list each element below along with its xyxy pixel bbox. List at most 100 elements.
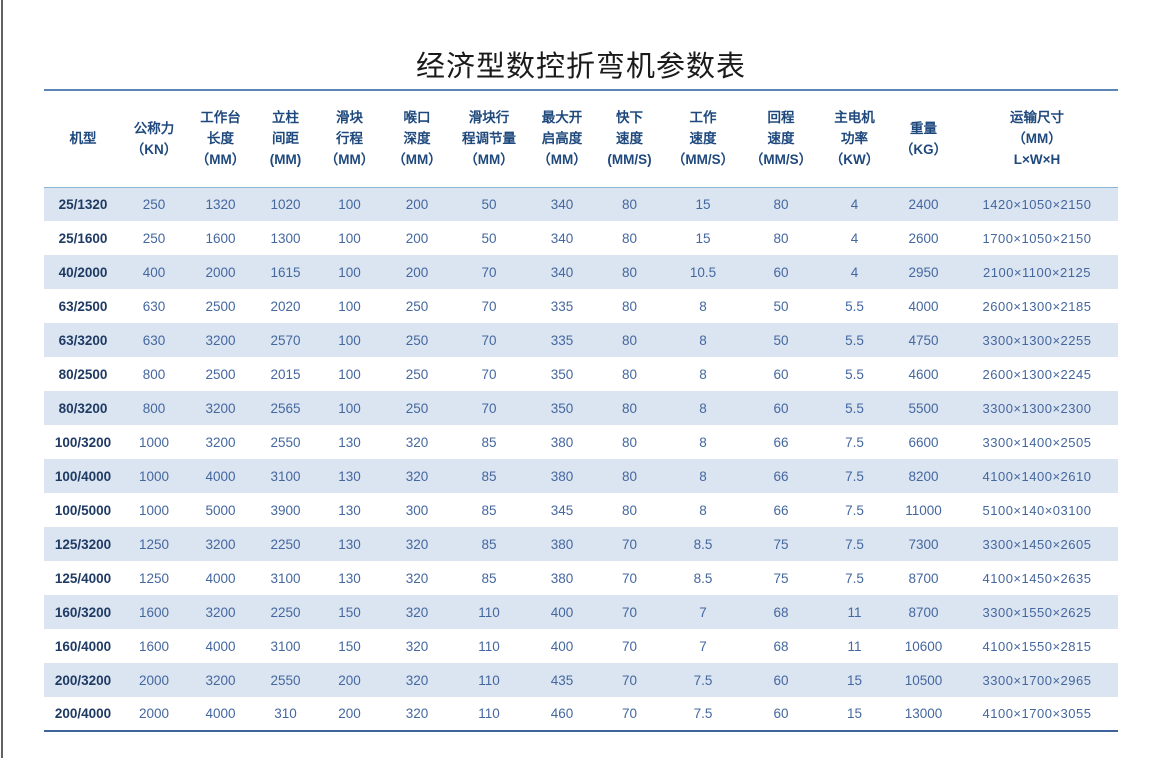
value-cell: 8 [699, 298, 707, 314]
column-header-transport-size: 运输尺寸 （MM） L×W×H [956, 90, 1118, 188]
header-line: 运输尺寸 [1010, 110, 1064, 126]
value-cell: 15 [846, 706, 863, 721]
value-cell: 60 [773, 672, 789, 688]
value-cell: 320 [405, 570, 429, 586]
value-cell: 11000 [905, 502, 942, 518]
value-cell: 400 [550, 604, 574, 620]
value-cell: 200 [405, 264, 429, 280]
value-cell: 1600 [138, 604, 170, 620]
value-cell: 80 [621, 196, 638, 212]
table-row: 100/3200 1000 3200 2550 130 320 85 380 80 8 66 7.5 6… [44, 425, 1118, 459]
value-cell: 335 [550, 332, 574, 348]
value-cell: 250 [405, 332, 429, 348]
column-header-throat-depth: 喉口 深度 （MM） [383, 90, 451, 188]
table-row: 63/3200 630 3200 2570 100 250 70 335 80 8 50 5.5 475… [44, 323, 1118, 357]
header-line: (MM) [269, 152, 302, 168]
header-line: （MM） [464, 152, 514, 168]
value-cell: 80 [621, 502, 638, 518]
value-cell: 60 [773, 706, 789, 721]
column-header-motor-power: 主电机 功率 （KW） [818, 90, 891, 188]
header-line: L×W×H [1013, 152, 1061, 168]
header-line: 喉口 [403, 110, 431, 126]
value-cell: 4600 [908, 366, 939, 382]
header-line: 功率 [841, 131, 868, 147]
column-header-max-open-height: 最大开 启高度 （MM） [527, 90, 597, 188]
page-title: 经济型数控折弯机参数表 [415, 51, 746, 83]
value-cell: 8 [699, 468, 707, 484]
header-line: 工作台 [200, 110, 241, 126]
table-row: 25/1600 250 1600 1300 100 200 50 340 80 15 80 4 2600… [44, 221, 1118, 255]
model-cell: 160/4000 [54, 638, 112, 654]
transport-size-cell: 4100×1550×2815 [982, 638, 1092, 654]
value-cell: 1020 [270, 196, 301, 212]
transport-size-cell: 1700×1050×2150 [982, 230, 1092, 246]
value-cell: 10600 [904, 638, 943, 654]
value-cell: 7.5 [845, 468, 864, 484]
value-cell: 8 [699, 332, 707, 348]
model-cell: 125/4000 [54, 570, 112, 586]
value-cell: 250 [142, 230, 166, 246]
value-cell: 80 [621, 400, 638, 416]
header-line: 行程 [336, 131, 363, 147]
value-cell: 380 [550, 570, 574, 586]
value-cell: 320 [405, 706, 429, 721]
value-cell: 1000 [138, 502, 170, 518]
value-cell: 250 [142, 196, 166, 212]
value-cell: 10500 [904, 672, 943, 688]
value-cell: 110 [478, 604, 500, 620]
value-cell: 70 [481, 366, 497, 382]
column-header-nominal-force: 公称力 （KN） [122, 90, 186, 188]
value-cell: 1000 [138, 434, 170, 450]
header-line: （KG） [899, 141, 948, 157]
value-cell: 460 [550, 706, 574, 721]
value-cell: 80 [621, 468, 638, 484]
value-cell: 2550 [270, 434, 301, 450]
table-row: 80/2500 800 2500 2015 100 250 70 350 80 8 60 5.5 460… [44, 357, 1118, 391]
table-row: 200/4000 2000 4000 310 200 320 110 460 70 7.5 60 15… [44, 697, 1118, 731]
header-line: 快下 [616, 110, 643, 126]
value-cell: 2250 [270, 604, 301, 620]
transport-size-cell: 3300×1550×2625 [982, 604, 1092, 620]
value-cell: 80 [621, 434, 638, 450]
value-cell: 50 [481, 230, 497, 246]
value-cell: 100 [338, 264, 361, 280]
value-cell: 60 [773, 400, 789, 416]
header-line: 立柱 [272, 110, 299, 126]
model-cell: 100/3200 [54, 434, 112, 450]
value-cell: 2500 [205, 298, 236, 314]
value-cell: 70 [621, 604, 638, 620]
value-cell: 1320 [205, 196, 236, 212]
value-cell: 2250 [270, 536, 301, 552]
value-cell: 800 [142, 400, 166, 416]
header-line: 启高度 [541, 131, 583, 147]
value-cell: 60 [773, 366, 789, 382]
value-cell: 70 [621, 672, 638, 688]
header-line: （MM/S） [671, 152, 735, 168]
value-cell: 340 [550, 196, 574, 212]
column-header-weight: 重量 （KG） [891, 90, 956, 188]
value-cell: 345 [550, 502, 574, 518]
transport-size-cell: 4100×1400×2610 [982, 468, 1092, 484]
table-row: 200/3200 2000 3200 2550 200 320 110 435 70 7.5 60 1… [44, 663, 1118, 697]
value-cell: 300 [405, 502, 429, 518]
value-cell: 50 [481, 196, 497, 212]
value-cell: 85 [481, 434, 497, 450]
value-cell: 200 [405, 230, 429, 246]
value-cell: 2000 [138, 706, 170, 721]
value-cell: 8700 [908, 570, 939, 586]
value-cell: 200 [338, 706, 361, 721]
value-cell: 60 [773, 264, 789, 280]
value-cell: 1250 [138, 570, 170, 586]
value-cell: 2600 [908, 230, 939, 246]
value-cell: 5500 [908, 400, 939, 416]
header-line: 工作 [689, 110, 717, 126]
value-cell: 70 [621, 536, 638, 552]
value-cell: 66 [773, 502, 789, 518]
value-cell: 70 [481, 332, 497, 348]
value-cell: 6600 [908, 434, 939, 450]
value-cell: 70 [621, 638, 638, 654]
value-cell: 335 [550, 298, 574, 314]
value-cell: 7.5 [845, 434, 864, 450]
model-cell: 63/3200 [58, 332, 108, 348]
model-cell: 160/3200 [54, 604, 112, 620]
